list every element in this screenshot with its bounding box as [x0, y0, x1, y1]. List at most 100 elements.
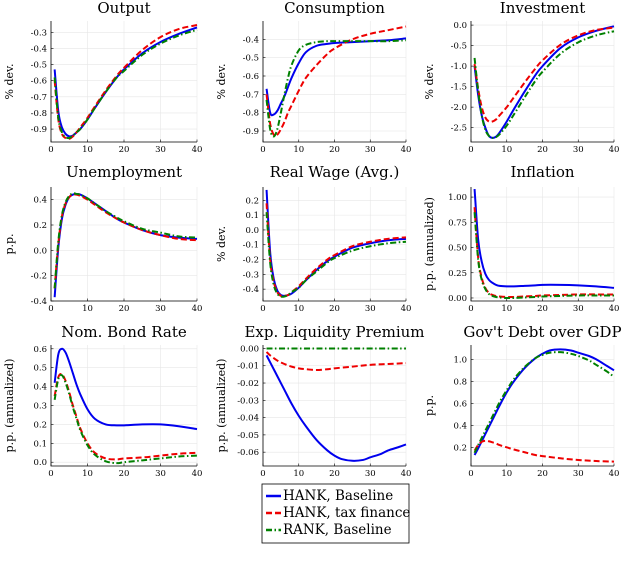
x-tick-label: 40	[609, 469, 620, 479]
y-tick-label: 0.0	[33, 246, 47, 256]
series-line-hank-baseline	[265, 189, 407, 297]
y-tick-label: -0.4	[31, 44, 47, 54]
x-tick-label: 30	[573, 469, 584, 479]
panel-gov-t-debt-over-gdp: Gov't Debt over GDP p.p. 0 10 20 30 40 0.2 0.4 0.…	[423, 323, 622, 479]
panel-nom-bond-rate: Nom. Bond Rate p.p. (annualized) 0 10 20 30 40…	[3, 323, 202, 479]
series-line-rank-baseline	[265, 39, 407, 138]
series-line-hank-tax-finance	[265, 25, 407, 137]
x-tick-label: 40	[192, 469, 203, 479]
y-tick-label: -0.7	[31, 93, 47, 103]
series-line-rank-baseline	[53, 192, 198, 289]
x-tick-label: 20	[537, 145, 548, 155]
y-tick-label: -0.03	[237, 396, 259, 406]
y-tick-label: 1.00	[448, 193, 467, 203]
x-tick-label: 30	[573, 304, 584, 314]
x-tick-label: 10	[501, 304, 512, 314]
y-axis-label: p.p.	[3, 233, 16, 254]
x-tick-label: 0	[48, 469, 53, 479]
series-line-hank-baseline	[53, 26, 198, 138]
x-tick-label: 10	[293, 304, 304, 314]
x-tick-label: 0	[48, 304, 53, 314]
series-line-hank-tax-finance	[265, 203, 407, 298]
y-tick-label: -0.5	[243, 54, 259, 64]
y-tick-label: -0.3	[243, 270, 259, 280]
series-line-rank-baseline	[53, 28, 198, 140]
legend: HANK, Baseline HANK, tax finance RANK, B…	[261, 483, 410, 544]
y-tick-label: -2.5	[451, 124, 467, 134]
x-tick-label: 40	[401, 145, 412, 155]
series-line-rank-baseline	[473, 30, 615, 139]
y-tick-label: -0.8	[31, 109, 47, 119]
y-tick-label: -0.04	[237, 414, 259, 424]
x-tick-label: 0	[468, 304, 473, 314]
x-tick-label: 40	[401, 304, 412, 314]
x-tick-label: 30	[365, 469, 376, 479]
y-tick-label: -0.5	[451, 42, 467, 52]
y-tick-label: 0.1	[245, 211, 259, 221]
x-tick-label: 40	[401, 469, 412, 479]
y-tick-label: -0.3	[31, 28, 47, 38]
y-tick-label: 0.2	[245, 196, 259, 206]
x-tick-label: 30	[365, 145, 376, 155]
y-tick-label: -2.0	[451, 103, 467, 113]
panel-title: Investment	[500, 0, 585, 17]
y-tick-label: -0.4	[243, 285, 259, 295]
y-tick-label: -0.4	[31, 297, 47, 307]
y-tick-label: 0.4	[33, 383, 47, 393]
y-tick-label: -0.7	[243, 90, 259, 100]
legend-label-hank-tax-finance: HANK, tax finance	[283, 505, 410, 521]
x-tick-label: 30	[155, 304, 166, 314]
series-line-hank-baseline	[473, 348, 615, 456]
series-line-hank-baseline	[265, 37, 407, 117]
x-tick-label: 20	[119, 304, 130, 314]
panel-title: Nom. Bond Rate	[61, 323, 187, 341]
x-tick-label: 30	[155, 145, 166, 155]
legend-label-hank-baseline: HANK, Baseline	[283, 488, 393, 504]
y-tick-label: -0.6	[243, 72, 259, 82]
y-tick-label: 0.1	[33, 439, 47, 449]
x-tick-label: 30	[573, 145, 584, 155]
y-tick-label: -0.01	[237, 362, 259, 372]
y-tick-label: 1.0	[453, 355, 467, 365]
panel-output: Output % dev. 0 10 20 30 40 -0.9 -0.8 -0.7 -0.6 -0.…	[3, 0, 202, 155]
y-tick-label: 0.2	[33, 221, 47, 231]
series-line-hank-baseline	[53, 347, 198, 431]
y-tick-label: -0.1	[243, 241, 259, 251]
y-tick-label: -0.02	[237, 379, 259, 389]
y-axis-label: p.p.	[423, 395, 436, 416]
panel-exp-liquidity-premium: Exp. Liquidity Premium p.p. (annualized) 0…	[215, 323, 425, 479]
x-tick-label: 10	[501, 145, 512, 155]
y-axis-label: p.p. (annualized)	[423, 197, 436, 291]
y-tick-label: -0.5	[31, 61, 47, 71]
panel-title: Inflation	[510, 163, 574, 181]
series-line-hank-baseline	[473, 188, 615, 289]
y-axis-label: p.p. (annualized)	[215, 359, 228, 453]
x-tick-label: 0	[260, 469, 265, 479]
y-tick-label: 0.2	[453, 443, 467, 453]
y-tick-label: -0.6	[31, 77, 47, 87]
y-tick-label: 0.6	[33, 345, 47, 355]
series-line-hank-baseline	[53, 192, 198, 298]
x-tick-label: 40	[609, 304, 620, 314]
x-tick-label: 0	[260, 304, 265, 314]
y-tick-label: 0.4	[453, 421, 467, 431]
panel-title: Consumption	[284, 0, 385, 17]
y-axis-label: % dev.	[423, 64, 436, 100]
y-tick-label: -1.5	[451, 83, 467, 93]
panel-unemployment: Unemployment p.p. 0 10 20 30 40 -0.4 -0.2 0.0 0.2 0…	[3, 163, 202, 314]
y-tick-label: -0.8	[243, 109, 259, 119]
y-tick-label: -0.9	[31, 125, 47, 135]
y-tick-label: 0.0	[453, 21, 467, 31]
y-axis-label: p.p. (annualized)	[3, 359, 16, 453]
y-tick-label: -0.2	[31, 272, 47, 282]
y-tick-label: -0.9	[243, 127, 259, 137]
x-tick-label: 30	[365, 304, 376, 314]
x-tick-label: 0	[468, 145, 473, 155]
y-tick-label: 0.4	[33, 196, 47, 206]
series-line-hank-baseline	[265, 354, 407, 462]
series-line-hank-tax-finance	[473, 439, 615, 463]
y-tick-label: -0.06	[237, 448, 259, 458]
x-tick-label: 20	[329, 304, 340, 314]
y-axis-label: % dev.	[215, 226, 228, 262]
